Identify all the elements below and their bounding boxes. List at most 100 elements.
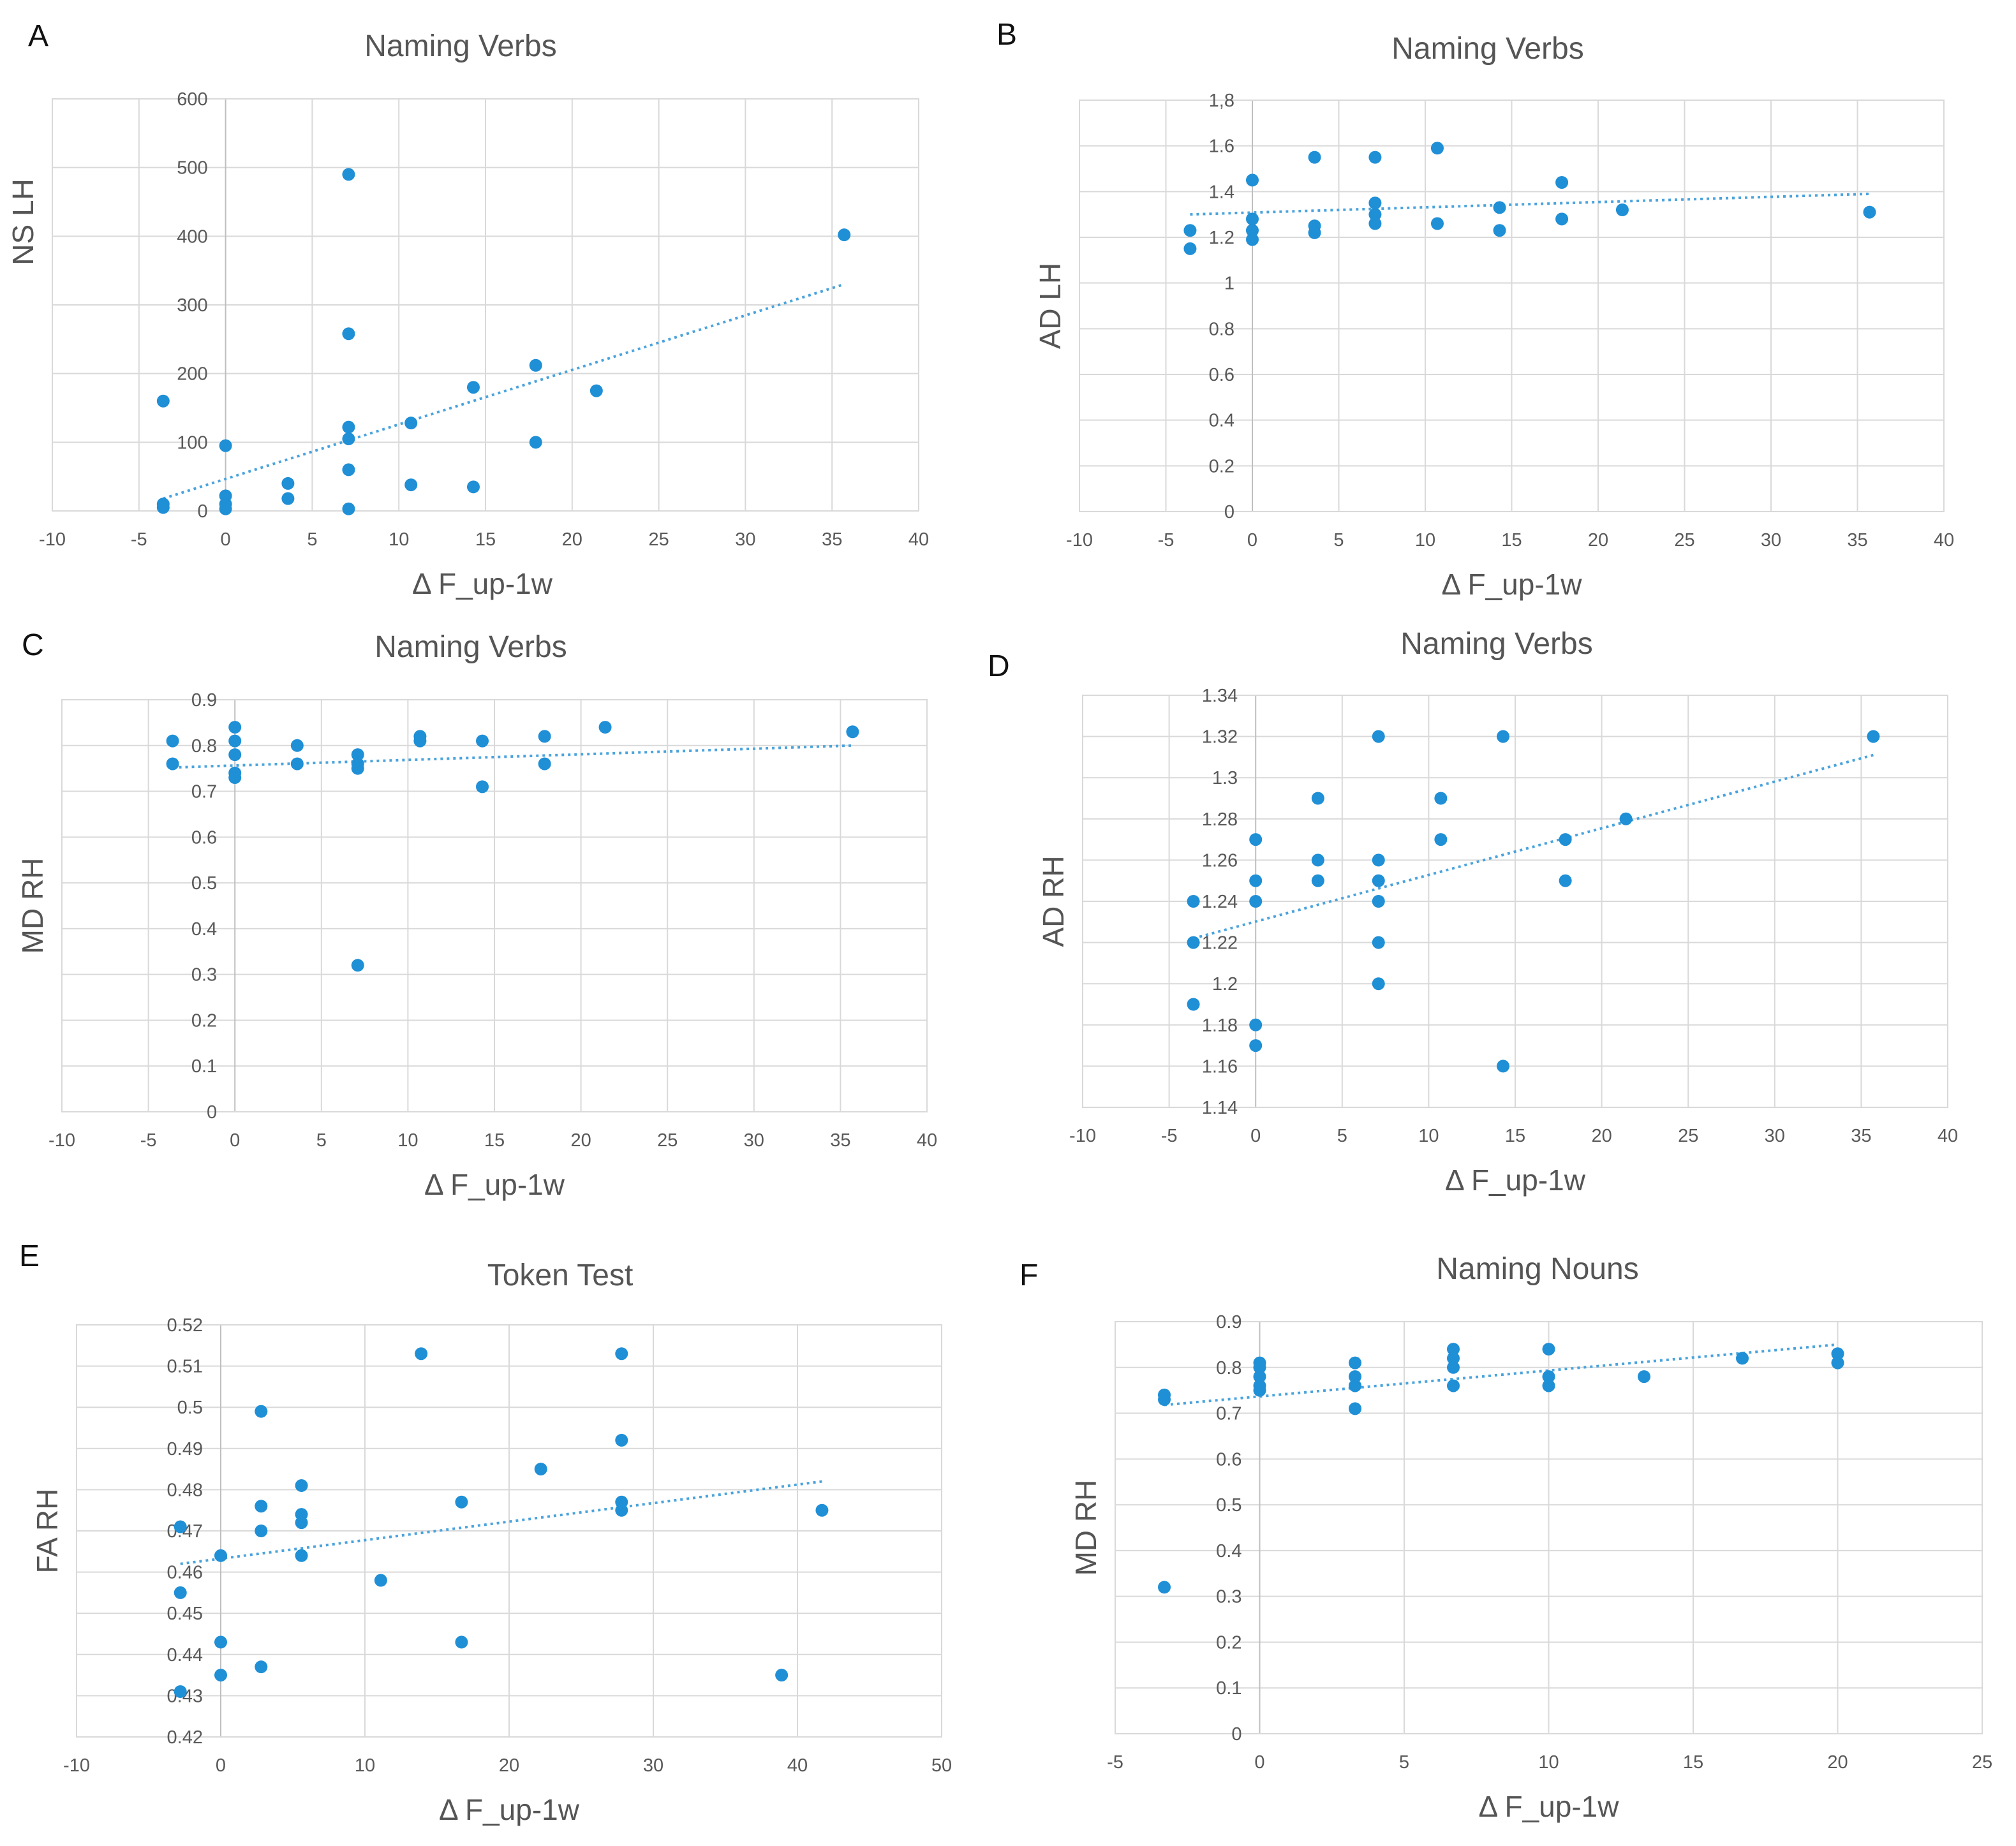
data-point — [1863, 205, 1876, 219]
plot-area-frame — [52, 98, 919, 512]
x-axis-label: Δ F_up-1w — [439, 1793, 580, 1826]
x-tick-label: 15 — [1683, 1752, 1703, 1773]
data-point — [1348, 1356, 1361, 1370]
data-point — [295, 1549, 308, 1562]
panel-e: 0.420.430.440.450.460.470.480.490.50.510… — [19, 1239, 952, 1826]
y-tick-label: 1.32 — [1202, 727, 1238, 748]
x-tick-label: 0 — [1247, 530, 1257, 550]
data-point — [1348, 1379, 1361, 1392]
data-point — [1311, 874, 1324, 887]
data-point — [290, 757, 304, 771]
x-tick-label: 35 — [822, 529, 842, 550]
panel-c: 0 0.1 0.2 0.3 0.4 0.5 0.6 0.7 0.8 0.9 -10 -5 0 5 10 15 2… — [16, 628, 937, 1201]
data-point — [1559, 874, 1572, 887]
y-tick-label: 1.2 — [1212, 974, 1238, 994]
panel-letter: F — [1019, 1259, 1038, 1292]
data-point — [1348, 1402, 1361, 1415]
data-point — [589, 384, 603, 397]
data-point — [1447, 1343, 1460, 1356]
panel-letter: A — [28, 19, 48, 53]
x-tick-label: 40 — [908, 529, 929, 550]
y-axis-label: AD RH — [1037, 855, 1070, 947]
y-axis-label: FA RH — [31, 1489, 64, 1574]
trendline — [172, 744, 853, 769]
y-tick-label: 0.8 — [1209, 319, 1234, 339]
data-point — [1311, 853, 1324, 867]
x-tick-label: 0 — [1250, 1126, 1261, 1146]
y-tick-label: 0.6 — [1216, 1449, 1241, 1470]
data-point — [295, 1516, 308, 1530]
x-tick-label: 15 — [484, 1130, 505, 1151]
x-tick-label: -10 — [39, 529, 66, 550]
x-axis-label: Δ F_up-1w — [412, 567, 553, 600]
data-point — [476, 734, 489, 748]
data-point — [775, 1669, 789, 1682]
x-tick-label: 10 — [389, 529, 409, 550]
data-point — [1542, 1379, 1555, 1392]
data-point — [838, 228, 851, 242]
data-point — [1555, 212, 1569, 226]
x-tick-label: 35 — [1851, 1126, 1871, 1146]
y-tick-label: 600 — [177, 89, 207, 110]
x-tick-label: 35 — [830, 1130, 850, 1151]
panel-b: 0 0.2 0.4 0.6 0.8 1 1.2 1.4 1.6 1,8 -10 -5 0 5 10 15 20 2… — [997, 18, 1954, 601]
y-tick-label: 0.3 — [1216, 1587, 1241, 1607]
data-point — [166, 734, 179, 748]
x-tick-label: -5 — [1161, 1126, 1178, 1146]
data-point — [219, 439, 232, 452]
y-axis-label: AD LH — [1034, 263, 1067, 349]
y-tick-label: 1.16 — [1202, 1056, 1238, 1077]
y-tick-label: 200 — [177, 364, 207, 385]
data-point — [255, 1660, 268, 1674]
data-point — [342, 502, 355, 515]
y-tick-label: 0.4 — [191, 919, 217, 940]
chart-title: Naming Verbs — [374, 630, 567, 664]
x-tick-label: 20 — [1588, 530, 1608, 550]
y-tick-label: 0.2 — [191, 1010, 217, 1031]
data-point — [1372, 874, 1385, 887]
data-point — [351, 748, 364, 762]
data-point — [1368, 208, 1382, 221]
panel-letter: D — [988, 649, 1010, 683]
y-tick-label: 0.2 — [1209, 456, 1234, 476]
data-point — [1246, 224, 1259, 237]
data-point — [1246, 174, 1259, 187]
data-point — [1249, 1018, 1263, 1031]
x-tick-label: 10 — [1415, 530, 1435, 550]
y-tick-label: 1.18 — [1202, 1015, 1238, 1036]
data-point — [1308, 226, 1321, 239]
data-point — [255, 1525, 268, 1537]
data-point — [342, 463, 355, 476]
x-tick-label: 5 — [1399, 1752, 1409, 1773]
data-point — [228, 721, 242, 734]
data-point — [413, 734, 427, 748]
data-point — [1447, 1361, 1460, 1374]
data-point — [1253, 1361, 1266, 1374]
y-tick-label: 0.1 — [191, 1056, 217, 1077]
x-tick-label: 20 — [570, 1130, 591, 1151]
data-point — [351, 959, 364, 972]
x-tick-label: 50 — [931, 1755, 952, 1776]
data-point — [455, 1636, 468, 1649]
y-tick-label: 1.28 — [1202, 809, 1238, 830]
data-point — [1372, 936, 1385, 949]
data-point — [1187, 895, 1200, 908]
data-point — [255, 1500, 268, 1513]
data-point — [1542, 1343, 1555, 1356]
data-point — [174, 1685, 187, 1698]
data-point — [1348, 1370, 1361, 1384]
x-tick-label: 10 — [1418, 1126, 1439, 1146]
x-tick-label: 5 — [307, 529, 317, 550]
data-point — [214, 1669, 227, 1682]
data-point — [1368, 217, 1382, 230]
data-point — [1372, 977, 1385, 991]
data-point — [466, 480, 480, 494]
data-point — [219, 502, 232, 515]
data-point — [1447, 1379, 1460, 1392]
y-tick-label: 0.49 — [167, 1439, 203, 1459]
data-point — [281, 492, 295, 505]
y-tick-label: 0 — [207, 1102, 217, 1123]
data-point — [228, 734, 242, 748]
x-tick-label: -10 — [1066, 530, 1093, 550]
data-point — [1249, 895, 1263, 908]
